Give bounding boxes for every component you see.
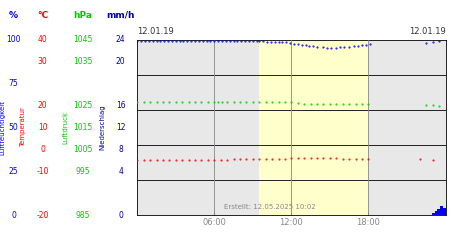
Text: 30: 30 [38, 58, 48, 66]
Text: %: % [9, 10, 18, 20]
Text: 1025: 1025 [74, 101, 93, 110]
Text: 24: 24 [116, 36, 126, 44]
Text: 12.01.19: 12.01.19 [137, 28, 174, 36]
Text: 75: 75 [9, 79, 18, 88]
Bar [440, 206, 443, 215]
Text: °C: °C [37, 10, 48, 20]
Bar [259, 40, 369, 215]
Text: 4: 4 [118, 167, 123, 176]
Text: 20: 20 [116, 58, 126, 66]
Text: 0: 0 [118, 210, 123, 220]
Text: 50: 50 [9, 123, 18, 132]
Text: 1015: 1015 [74, 123, 93, 132]
Text: Niederschlag: Niederschlag [99, 105, 106, 150]
Text: -20: -20 [36, 210, 49, 220]
Text: 20: 20 [38, 101, 48, 110]
Bar [443, 208, 446, 215]
Text: 985: 985 [76, 210, 90, 220]
Text: 1045: 1045 [73, 36, 93, 44]
Text: 0: 0 [11, 210, 16, 220]
Bar [437, 209, 441, 215]
Text: Erstellt: 12.05.2025 10:02: Erstellt: 12.05.2025 10:02 [224, 204, 315, 210]
Text: Temperatur: Temperatur [20, 108, 27, 148]
Text: 16: 16 [116, 101, 126, 110]
Text: Luftdruck: Luftdruck [62, 111, 68, 144]
Text: 10: 10 [38, 123, 48, 132]
Text: 0: 0 [40, 145, 45, 154]
Text: 25: 25 [9, 167, 18, 176]
Text: -10: -10 [36, 167, 49, 176]
Text: 8: 8 [118, 145, 123, 154]
Text: mm/h: mm/h [106, 10, 135, 20]
Text: Luftfeuchtigkeit: Luftfeuchtigkeit [0, 100, 5, 155]
Text: 12: 12 [116, 123, 126, 132]
Text: 1005: 1005 [73, 145, 93, 154]
Text: 100: 100 [6, 36, 21, 44]
Text: hPa: hPa [74, 10, 93, 20]
Text: 12.01.19: 12.01.19 [409, 28, 446, 36]
Text: 995: 995 [76, 167, 90, 176]
Text: 1035: 1035 [73, 58, 93, 66]
Bar [432, 213, 436, 215]
Text: 40: 40 [38, 36, 48, 44]
Bar [435, 211, 438, 215]
